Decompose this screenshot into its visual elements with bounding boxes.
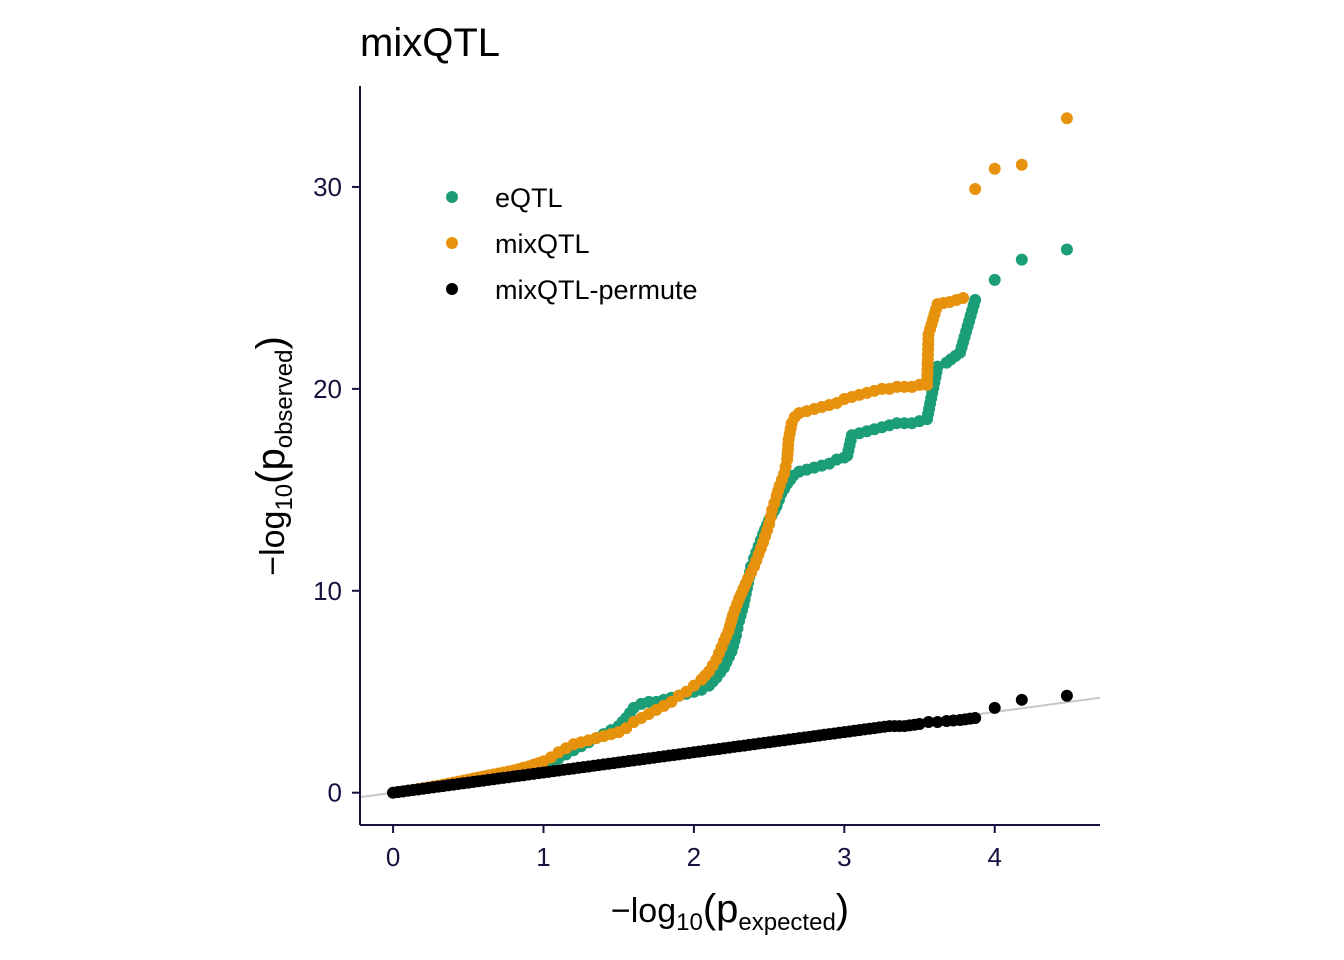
y-tick-label: 0 [328, 778, 342, 808]
y-tick-label: 20 [313, 374, 342, 404]
x-axis-title-psub: expected [738, 909, 835, 936]
data-point [969, 711, 982, 724]
y-axis-title-sub: 10 [271, 484, 298, 511]
data-point [913, 718, 926, 731]
chart-title: mixQTL [360, 21, 500, 65]
x-axis-title-open: (p [703, 887, 739, 931]
data-point [1060, 689, 1073, 702]
data-point [988, 701, 1001, 714]
data-point [931, 360, 944, 373]
legend-label: eQTL [495, 183, 563, 213]
x-tick-label: 4 [987, 842, 1001, 872]
legend-marker [446, 283, 458, 295]
y-tick-label: 10 [313, 576, 342, 606]
data-point [988, 273, 1001, 286]
series-mixqtl-permute [387, 689, 1073, 799]
y-axis-title-close: ) [249, 336, 293, 349]
y-tick-label: 30 [313, 172, 342, 202]
data-point [1015, 158, 1028, 171]
x-axis-title-prefix: −log [611, 892, 676, 930]
data-point [931, 716, 944, 729]
y-axis-title-psub: observed [271, 350, 298, 449]
x-ticks: 0 1 2 3 4 [386, 825, 1002, 872]
data-point [957, 292, 970, 305]
data-point [1060, 243, 1073, 256]
legend-marker [446, 191, 458, 203]
y-ticks: 0 10 20 30 [313, 172, 360, 808]
x-tick-label: 1 [536, 842, 550, 872]
y-axis-title-prefix: −log [254, 511, 292, 576]
x-axis-title-close: ) [836, 887, 849, 931]
legend-label: mixQTL [495, 229, 590, 259]
data-point [969, 182, 982, 195]
data-point [922, 716, 935, 729]
data-point [988, 162, 1001, 175]
x-axis-title-sub: 10 [676, 909, 703, 936]
legend-label: mixQTL-permute [495, 275, 698, 305]
data-point [1060, 112, 1073, 125]
y-axis-title: −log10(pobserved) [249, 336, 298, 576]
x-tick-label: 3 [837, 842, 851, 872]
y-axis-title-open: (p [249, 448, 293, 484]
x-axis-title: −log10(pexpected) [611, 887, 849, 936]
series-mixqtl [387, 112, 1073, 799]
legend: eQTL mixQTL mixQTL-permute [446, 183, 698, 305]
x-tick-label: 2 [687, 842, 701, 872]
legend-marker [446, 237, 458, 249]
data-point [969, 294, 982, 307]
series-layer [387, 112, 1073, 799]
data-point [1015, 693, 1028, 706]
data-point [1015, 253, 1028, 266]
x-tick-label: 0 [386, 842, 400, 872]
